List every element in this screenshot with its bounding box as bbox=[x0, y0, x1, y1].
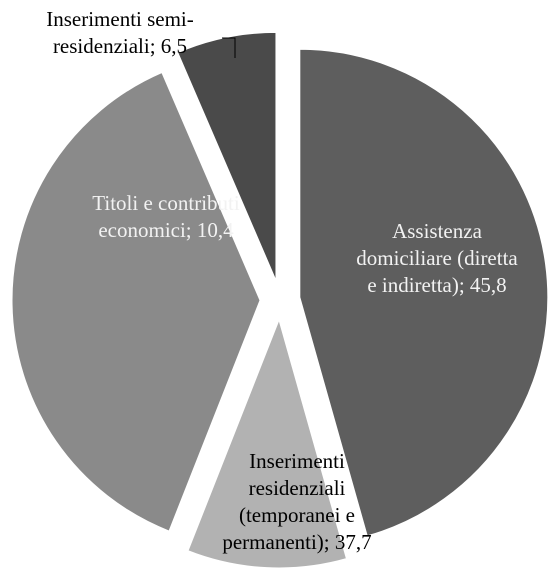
data-label: Assistenza domiciliare (diretta e indire… bbox=[356, 219, 518, 297]
data-label: Titoli e contributi economici; 10,4 bbox=[92, 191, 240, 242]
data-label: Inserimenti semi-residenziali; 6,5 bbox=[46, 7, 194, 58]
pie-slice bbox=[187, 318, 348, 569]
pie-slice bbox=[11, 71, 261, 532]
leader-line bbox=[222, 37, 236, 58]
data-label: Inserimenti residenziali (temporanei e p… bbox=[222, 449, 372, 554]
pie-slice bbox=[299, 48, 549, 537]
